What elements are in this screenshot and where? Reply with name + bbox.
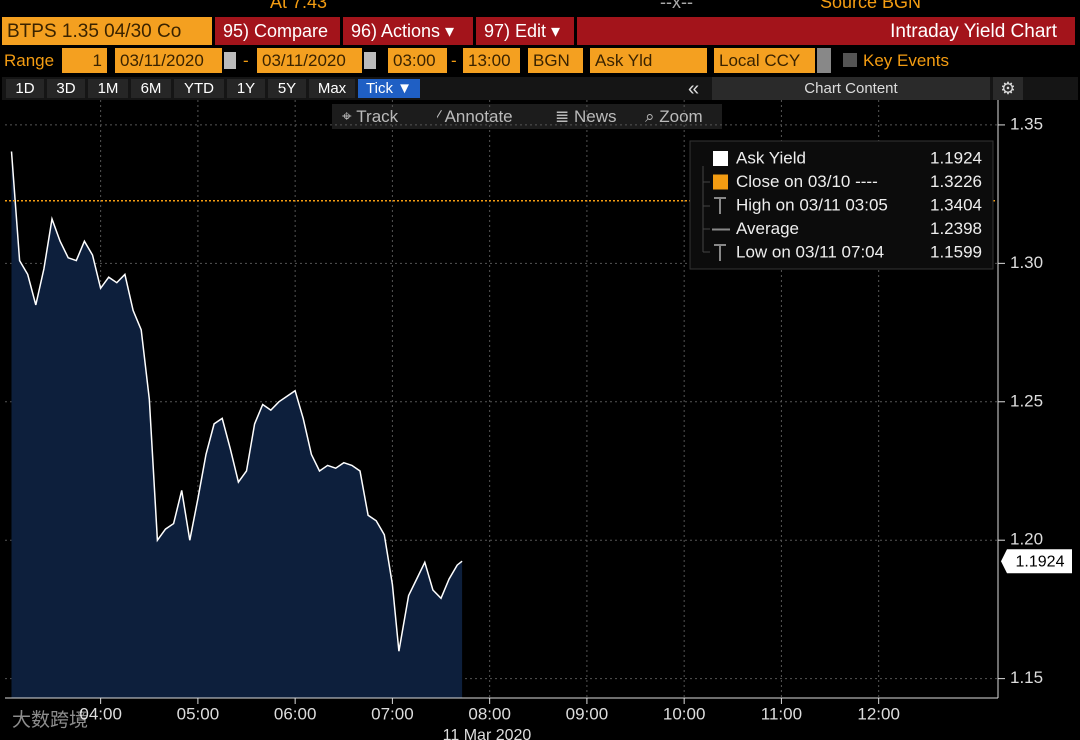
legend-swatch xyxy=(713,174,728,190)
period-button[interactable]: 5Y xyxy=(268,79,306,98)
key-events[interactable]: Key Events xyxy=(863,51,949,70)
x-tick-label: 11:00 xyxy=(761,704,802,723)
separator: --x-- xyxy=(660,0,693,10)
start-time[interactable]: 03:00 xyxy=(388,48,447,73)
x-tick-label: 10:00 xyxy=(663,704,706,723)
y-tick-label: 1.15 xyxy=(1010,668,1043,687)
x-axis-label: 11 Mar 2020 xyxy=(443,727,532,740)
period-button[interactable]: 1D xyxy=(6,79,44,98)
legend-label: High on 03/11 03:05 xyxy=(736,195,888,214)
tool-label: Annotate xyxy=(444,107,513,126)
x-tick-label: 06:00 xyxy=(274,704,317,723)
period-button[interactable]: Tick ▼ xyxy=(358,79,420,98)
checkbox[interactable] xyxy=(843,53,857,67)
line xyxy=(10,151,463,652)
x-tick-label: 09:00 xyxy=(566,704,609,723)
security[interactable]: BTPS 1.35 04/30 Co xyxy=(2,17,212,45)
legend-box xyxy=(689,140,994,270)
compare-button[interactable]: 95) Compare xyxy=(215,17,340,45)
zoom-tool[interactable]: ⌕ Zoom xyxy=(645,107,703,126)
collapse[interactable]: « xyxy=(688,77,700,100)
edit-button[interactable]: 97) Edit ▾ xyxy=(476,17,574,45)
tool-label: News xyxy=(573,107,617,126)
period-button[interactable]: 3D xyxy=(47,79,85,98)
end-date[interactable]: 03/11/2020 xyxy=(257,48,362,73)
chart-content[interactable]: Chart Content xyxy=(712,77,990,100)
period-button[interactable]: 1Y xyxy=(227,79,265,98)
period-input[interactable]: 1 xyxy=(62,48,107,73)
y-tick-label: 1.20 xyxy=(1010,530,1043,549)
legend-label: Average xyxy=(736,219,799,238)
track-tool[interactable]: ⌖ Track xyxy=(342,107,399,126)
field-input[interactable]: Ask Yld xyxy=(590,48,707,73)
x-tick-label: 07:00 xyxy=(371,704,414,723)
source-input[interactable]: BGN xyxy=(528,48,583,73)
end-time[interactable]: 13:00 xyxy=(463,48,520,73)
currency-input[interactable]: Local CCY xyxy=(714,48,815,73)
tool-label: Zoom xyxy=(659,107,703,126)
x-tick-label: 05:00 xyxy=(177,704,220,723)
chart-name: Intraday Yield Chart xyxy=(577,17,1075,45)
y-tick-label: 1.30 xyxy=(1010,253,1043,272)
calendar-icon[interactable] xyxy=(364,52,376,69)
area xyxy=(11,151,463,698)
legend-value: 1.1924 xyxy=(930,148,982,167)
legend-value: 1.3226 xyxy=(930,172,982,191)
dash: - xyxy=(451,51,457,70)
legend-value: 1.1599 xyxy=(930,242,982,261)
tool-label: Track xyxy=(356,107,399,126)
period-button[interactable]: 6M xyxy=(131,79,171,98)
dropdown[interactable] xyxy=(817,48,831,73)
actions-button[interactable]: 96) Actions ▾ xyxy=(343,17,473,45)
y-tick-label: 1.25 xyxy=(1010,391,1043,410)
last-time: At 7.43 xyxy=(270,0,328,10)
legend-swatch xyxy=(714,197,726,214)
legend-label: Low on 03/11 07:04 xyxy=(736,242,884,261)
period-button[interactable]: Max xyxy=(309,79,355,98)
start-date[interactable]: 03/11/2020 xyxy=(115,48,222,73)
source: Source BGN xyxy=(820,0,922,10)
last-value-label: 1.1924 xyxy=(1016,553,1065,570)
last-value-badge xyxy=(1001,549,1072,574)
x-tick-label: 12:00 xyxy=(857,704,900,723)
range-label: Range xyxy=(4,51,55,70)
period-button[interactable]: 1M xyxy=(88,79,128,98)
annotate-tool[interactable]: ∕ Annotate xyxy=(437,107,513,126)
legend-swatch xyxy=(714,244,726,261)
period-button[interactable]: YTD xyxy=(174,79,224,98)
x-tick-label: 08:00 xyxy=(468,704,511,723)
news-tool[interactable]: ≣ News xyxy=(555,107,617,126)
legend-value: 1.3404 xyxy=(930,195,982,214)
legend-label: Close on 03/10 ---- xyxy=(736,172,878,191)
y-tick-label: 1.35 xyxy=(1010,114,1043,133)
watermark: 大数跨境 xyxy=(12,708,89,731)
calendar-icon[interactable] xyxy=(224,52,236,69)
legend-label: Ask Yield xyxy=(736,148,806,167)
dash: - xyxy=(243,51,249,70)
legend-tree xyxy=(702,166,710,253)
legend-value: 1.2398 xyxy=(930,219,982,238)
legend-swatch xyxy=(713,151,728,166)
settings-icon[interactable]: ⚙ xyxy=(993,77,1023,100)
